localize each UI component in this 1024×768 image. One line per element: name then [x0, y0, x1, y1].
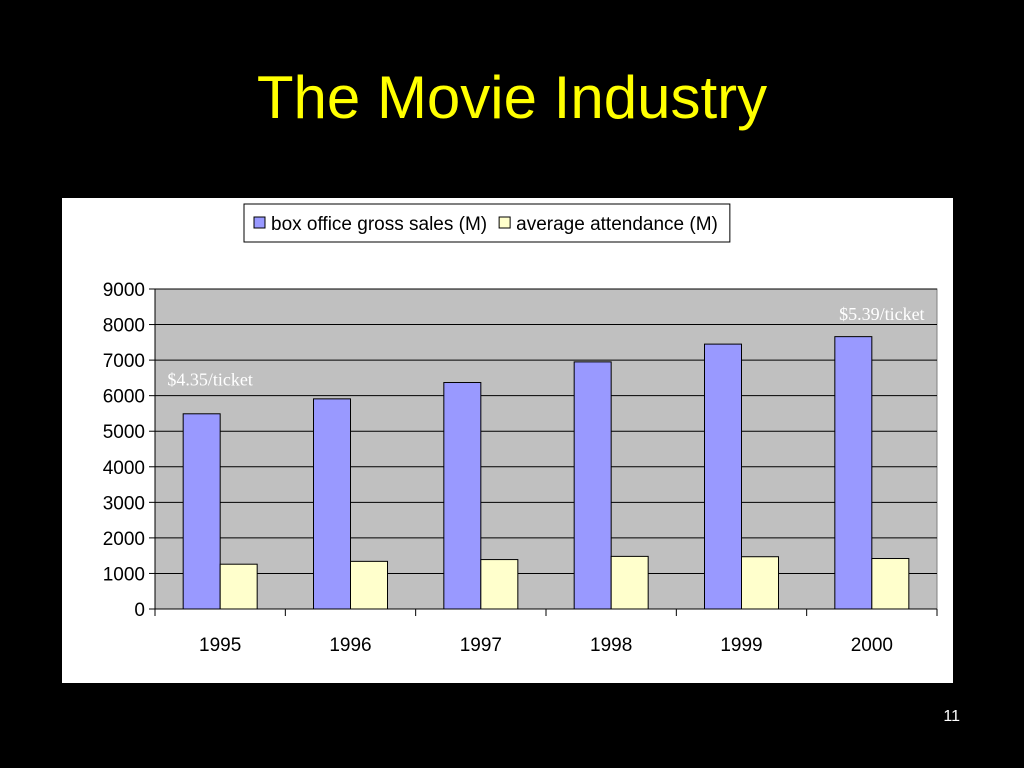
y-tick-label: 3000 [103, 493, 145, 514]
bar-attendance-2000 [871, 558, 910, 610]
y-tick-label: 0 [134, 600, 145, 621]
bar-box-office-2000 [834, 336, 873, 610]
bar-attendance-1996 [350, 560, 388, 610]
x-tick-label: 1996 [329, 635, 371, 656]
bar-attendance-1998 [610, 555, 649, 610]
x-tick-label: 1997 [460, 635, 502, 656]
x-tick-label: 1995 [199, 635, 241, 656]
legend-label: box office gross sales (M) [271, 214, 487, 235]
annotation-label: $4.35/ticket [167, 370, 252, 390]
legend-label: average attendance (M) [516, 214, 718, 235]
y-tick-label: 2000 [103, 529, 145, 550]
y-tick-label: 8000 [103, 316, 145, 337]
x-tick-label: 1999 [720, 635, 762, 656]
bar-box-office-1999 [704, 343, 742, 610]
y-tick-label: 4000 [103, 458, 145, 479]
y-tick-label: 6000 [103, 387, 145, 408]
bar-box-office-1997 [443, 382, 482, 610]
x-tick-label: 2000 [851, 635, 893, 656]
y-tick-label: 5000 [103, 422, 145, 443]
annotation-label: $5.39/ticket [839, 304, 924, 324]
bar-box-office-1995 [182, 413, 221, 610]
bar-box-office-1998 [573, 361, 612, 610]
plot-background [154, 288, 938, 610]
legend [243, 203, 731, 243]
bar-chart: 0 1000 2000 3000 4000 5000 6000 7000 8000 9000 199… [103, 203, 938, 656]
y-tick-label: 1000 [103, 564, 145, 585]
legend-swatch [498, 216, 511, 229]
y-tick-label: 9000 [103, 280, 145, 301]
slide-number: 11 [943, 708, 960, 725]
y-tick-label: 7000 [103, 351, 145, 372]
bar-attendance-1995 [219, 563, 258, 610]
x-tick-label: 1998 [590, 635, 632, 656]
bar-attendance-1999 [741, 556, 779, 610]
bar-box-office-1996 [313, 398, 351, 610]
legend-swatch [253, 216, 266, 229]
chart-area: 0 1000 2000 3000 4000 5000 6000 7000 8000 9000 199… [62, 198, 953, 683]
bar-attendance-1997 [480, 559, 519, 610]
slide-title: The Movie Industry [256, 64, 768, 131]
